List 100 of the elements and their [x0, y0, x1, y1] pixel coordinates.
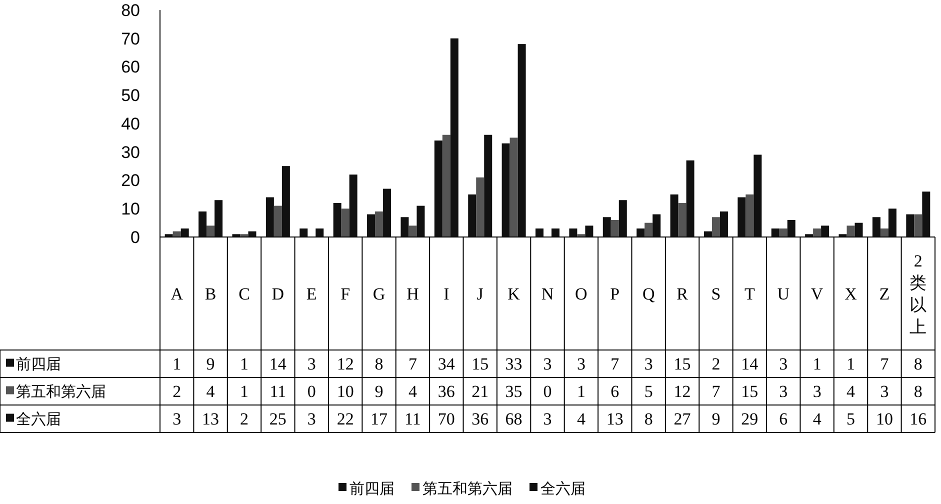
x-tick-label: V — [810, 284, 824, 304]
x-tick-label: K — [508, 284, 521, 304]
bar — [888, 208, 896, 237]
data-label: 15 — [674, 354, 691, 374]
data-label: 10 — [876, 410, 893, 429]
data-label: 3 — [779, 354, 788, 374]
y-tick-label: 80 — [121, 0, 140, 20]
data-label: 2 — [712, 354, 720, 374]
data-label: 7 — [610, 354, 620, 374]
bar — [316, 228, 324, 237]
data-label: 17 — [370, 410, 388, 429]
data-label: 21 — [472, 382, 489, 402]
bar — [880, 228, 888, 237]
bar — [652, 214, 661, 237]
bar — [644, 222, 653, 237]
data-label: 3 — [307, 410, 316, 429]
data-label: 14 — [741, 354, 759, 374]
x-tick-label: P — [610, 284, 620, 304]
data-label: 11 — [270, 382, 286, 402]
bar — [906, 214, 914, 237]
x-tick-label: C — [238, 284, 250, 304]
data-label: 7 — [408, 354, 418, 374]
y-tick-label: 20 — [121, 171, 140, 190]
data-label: 3 — [172, 410, 182, 429]
bar — [746, 194, 754, 237]
data-label: 9 — [206, 354, 215, 374]
x-tick-label: H — [406, 284, 419, 304]
bar — [813, 228, 822, 237]
bar — [771, 228, 780, 237]
bar — [442, 134, 450, 237]
bar — [518, 44, 526, 237]
bar — [375, 211, 384, 237]
bar — [349, 174, 358, 237]
x-tick-label: D — [272, 284, 284, 304]
bar — [720, 211, 728, 237]
x-tick-label: F — [340, 284, 350, 304]
y-tick-label: 60 — [121, 58, 140, 77]
data-label: 3 — [543, 354, 552, 374]
bar — [610, 220, 619, 237]
bar — [333, 202, 342, 237]
data-label: 35 — [505, 382, 522, 402]
data-label: 68 — [505, 410, 522, 429]
bar — [914, 214, 922, 237]
data-label: 29 — [741, 410, 758, 429]
data-label: 22 — [336, 410, 354, 429]
data-label: 14 — [269, 354, 287, 374]
x-tick-label: 2类以上 — [910, 251, 927, 336]
bar — [266, 197, 274, 237]
data-label: 9 — [712, 410, 720, 429]
x-tick-label: Z — [879, 284, 890, 304]
bar — [872, 217, 880, 237]
bar — [468, 194, 476, 237]
data-label: 4 — [408, 382, 418, 402]
bar — [602, 217, 611, 237]
y-tick-label: 0 — [130, 228, 140, 247]
text: 第五和第六届 — [422, 480, 512, 498]
data-label: 1 — [172, 354, 182, 374]
bar — [341, 208, 350, 237]
legend-label: 前四届 — [16, 356, 61, 373]
data-label: 1 — [846, 354, 856, 374]
data-label: 0 — [543, 382, 552, 402]
bar — [510, 138, 518, 237]
data-label: 3 — [812, 382, 822, 402]
data-label: 8 — [914, 354, 922, 374]
bar — [408, 226, 417, 237]
bar — [712, 217, 720, 237]
x-tick-label: R — [676, 284, 689, 304]
bar — [738, 197, 746, 237]
data-label: 3 — [779, 382, 788, 402]
bar — [552, 228, 560, 237]
y-tick-label: 40 — [121, 114, 140, 134]
bar — [787, 220, 796, 237]
bar — [198, 211, 207, 237]
x-tick-label: X — [844, 284, 857, 304]
data-label: 7 — [880, 354, 890, 374]
data-label: 3 — [880, 382, 889, 402]
bar — [476, 177, 484, 237]
data-label: 1 — [240, 354, 248, 374]
text: 前四届 — [350, 480, 394, 498]
bar — [502, 143, 510, 237]
data-label: 3 — [576, 354, 586, 374]
x-tick-label: J — [476, 284, 484, 304]
x-tick-label: T — [744, 284, 756, 304]
data-label: 11 — [404, 410, 421, 429]
x-tick-label: N — [541, 284, 554, 304]
bar — [678, 202, 686, 237]
bar — [922, 192, 930, 237]
bar — [854, 222, 863, 237]
legend-label: 全六届 — [16, 411, 61, 428]
data-label: 3 — [307, 354, 316, 374]
data-label: 36 — [472, 410, 489, 429]
bar — [779, 228, 788, 237]
data-label: 3 — [644, 354, 653, 374]
data-label: 27 — [674, 410, 692, 429]
bar — [400, 217, 409, 237]
data-label: 1 — [576, 382, 586, 402]
data-label: 6 — [779, 410, 788, 429]
data-label: 7 — [712, 382, 721, 402]
data-label: 1 — [812, 354, 822, 374]
x-tick-label: B — [204, 284, 216, 304]
